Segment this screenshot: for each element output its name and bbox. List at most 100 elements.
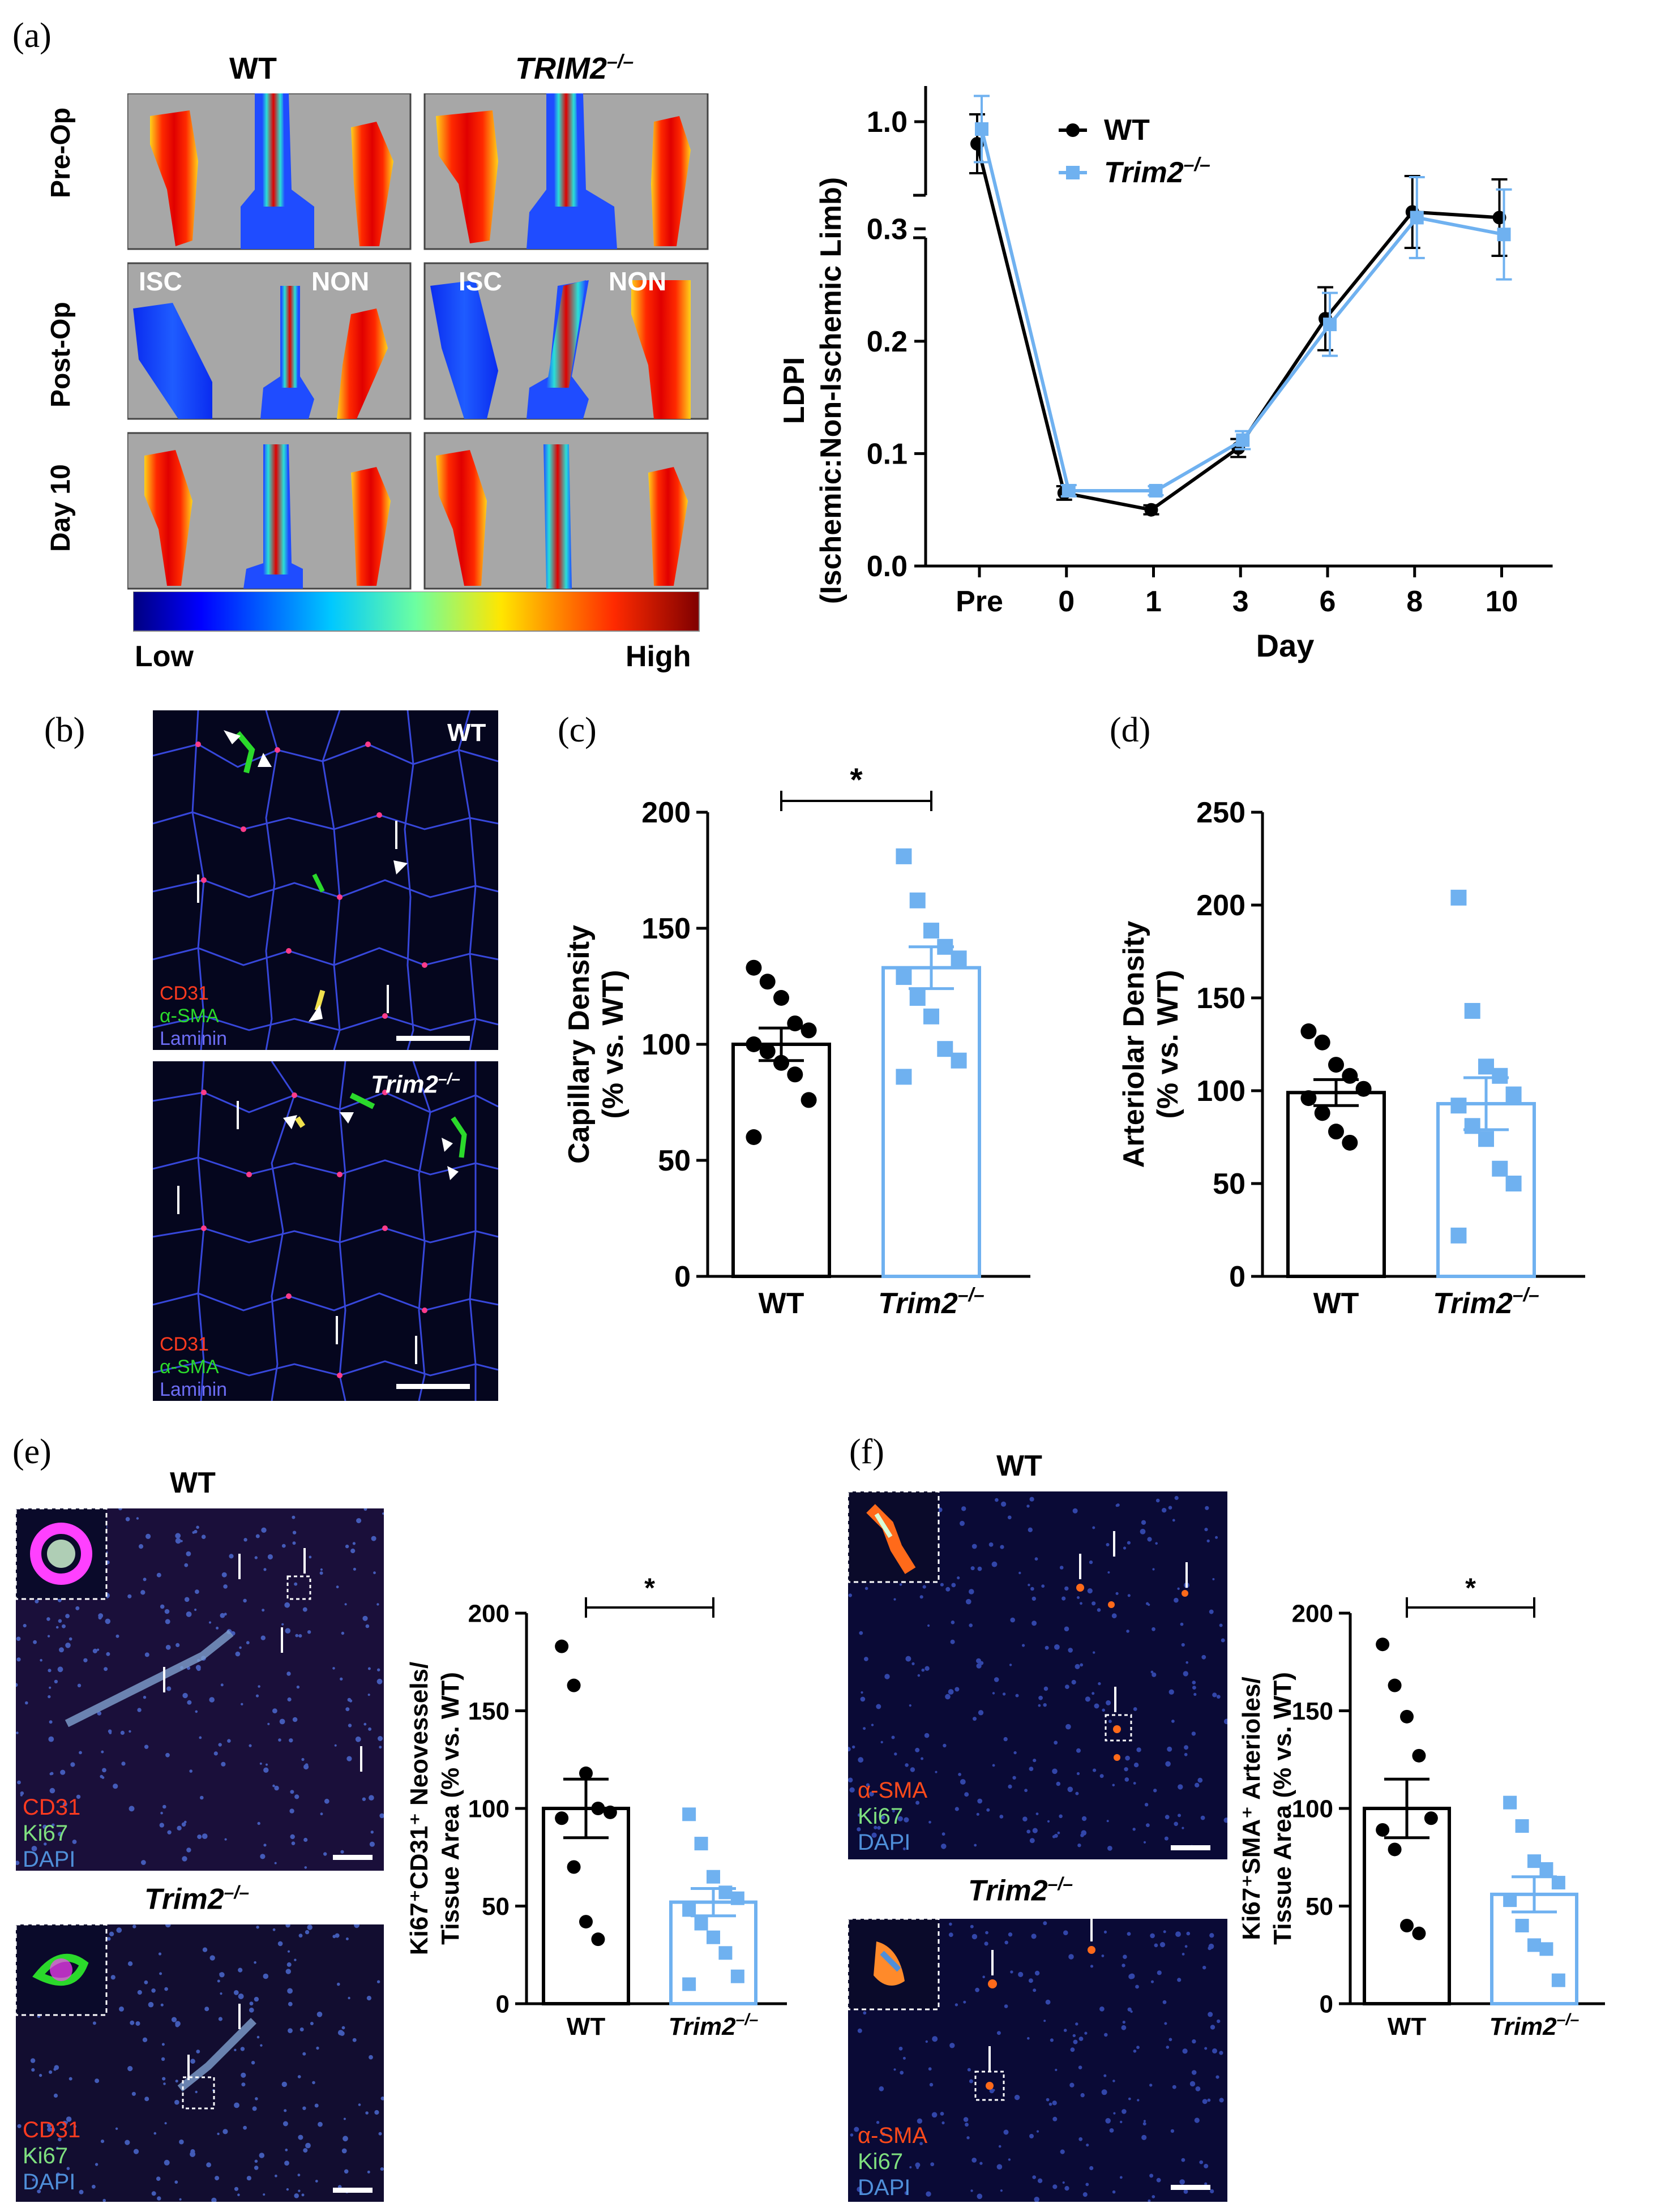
- nucleus-dot: [1032, 1828, 1038, 1833]
- nucleus-dot: [970, 1566, 975, 1571]
- micro-e-ko-sup: –/–: [224, 1882, 250, 1902]
- data-point-wt: [1400, 1709, 1414, 1724]
- nucleus-dot: [1199, 2160, 1204, 2164]
- nucleus-dot: [1094, 1703, 1099, 1709]
- nucleus-dot: [145, 1533, 151, 1539]
- nucleus-dot: [977, 1566, 982, 1571]
- nucleus-dot: [159, 1823, 164, 1828]
- nucleus-dot: [165, 1752, 170, 1757]
- nucleus-dot: [963, 2117, 969, 2122]
- nucleus-dot: [1031, 1596, 1036, 1601]
- nucleus-dot: [879, 2086, 884, 2091]
- nucleus-dot: [292, 1531, 297, 1534]
- nucleus-dot: [1162, 1508, 1167, 1513]
- nucleus-dot: [1184, 1745, 1189, 1750]
- nucleus-dot: [274, 1785, 279, 1791]
- nucleus-dot: [1092, 1526, 1095, 1529]
- ylabel-line2: Tissue Area (% vs. WT): [1269, 1672, 1296, 1945]
- data-point-ko: [1450, 1227, 1467, 1244]
- nucleus-dot: [994, 1677, 999, 1682]
- nucleus-dot: [964, 1792, 969, 1797]
- ylabel-line1: Ki67⁺CD31⁺ Neovessels/: [405, 1662, 433, 1956]
- micro-f-wt-title: WT: [996, 1450, 1042, 1482]
- data-point-ko: [1503, 1795, 1517, 1810]
- data-point-wt: [591, 1932, 605, 1947]
- nucleus-dot: [1146, 1823, 1150, 1827]
- data-point-wt: [1388, 1678, 1402, 1692]
- nucleus-dot: [1124, 1777, 1129, 1782]
- nucleus-dot: [113, 1784, 118, 1789]
- nucleus-dot: [1008, 1784, 1012, 1789]
- nucleus-dot: [1063, 2029, 1067, 2032]
- nucleus-dot: [197, 1834, 202, 1840]
- nucleus-dot: [76, 1794, 81, 1799]
- nucleus-dot: [362, 1797, 366, 1801]
- nucleus-dot: [1002, 1692, 1006, 1696]
- nucleus-dot: [848, 1747, 851, 1752]
- nucleus-dot: [142, 2037, 148, 2042]
- nucleus-dot: [1122, 1964, 1125, 1967]
- nucleus-dot: [1007, 1515, 1012, 1520]
- nucleus-dot: [1001, 1501, 1007, 1507]
- nucleus-dot: [1046, 2098, 1050, 2102]
- nucleus-dot: [1067, 1786, 1073, 1793]
- nucleus-dot: [187, 1700, 192, 1705]
- ldpi-legend: WT Trim2–/–: [1059, 114, 1210, 189]
- nucleus-dot: [984, 1941, 988, 1946]
- nucleus-dot: [66, 2167, 70, 2170]
- data-point-wt: [1400, 1919, 1414, 1932]
- nucleus-dot: [1217, 2019, 1221, 2024]
- nucleus-dot: [355, 1736, 361, 1742]
- nucleus-dot: [290, 1834, 295, 1840]
- nucleus-dot: [1028, 1978, 1033, 1983]
- nucleus-dot: [110, 1975, 115, 1980]
- nucleus-dot: [95, 2163, 99, 2166]
- nucleus-dot: [961, 1506, 966, 1511]
- nucleus-dot: [335, 1933, 340, 1938]
- nucleus-dot: [1030, 1587, 1034, 1591]
- nucleus-dot: [284, 2109, 287, 2112]
- nucleus-dot: [164, 1987, 168, 1991]
- data-point-wt: [1376, 1637, 1390, 1652]
- nucleus-dot: [1106, 1700, 1111, 1705]
- nucleus-dot: [932, 2036, 938, 2042]
- data-point-wt: [759, 974, 776, 990]
- xtick-label-wt: WT: [1313, 1287, 1359, 1320]
- nucleus-dot: [208, 1621, 212, 1624]
- ytick-label: 0: [1229, 1261, 1245, 1293]
- nucleus-dot: [1108, 1720, 1112, 1724]
- nucleus-dot: [296, 1685, 300, 1689]
- data-point-wt: [1300, 1023, 1317, 1040]
- nucleus-dot: [864, 1587, 868, 1591]
- nucleus-dot: [196, 1667, 201, 1671]
- nucleus-dot: [30, 2058, 36, 2063]
- data-point-wt: [801, 1092, 817, 1108]
- nucleus-dot: [319, 1571, 323, 1575]
- micrograph-f-ko-svg: [848, 1919, 1224, 2202]
- nucleus-dot: [1149, 2084, 1153, 2087]
- xtick-label-ko-text: Trim2: [669, 2013, 737, 2040]
- nucleus-dot: [965, 2123, 969, 2127]
- data-point-wt: [1412, 1748, 1426, 1763]
- nucleus-dot: [967, 2068, 971, 2072]
- nucleus-dot: [955, 2003, 958, 2007]
- nucleus-dot: [1052, 2100, 1057, 2106]
- ldpi-point-ko: [1236, 433, 1250, 447]
- nucleus-dot: [1014, 2094, 1020, 2100]
- nucleus-dot: [1133, 1763, 1139, 1768]
- data-point-ko: [718, 1946, 733, 1960]
- nucleus-dot: [373, 1571, 376, 1575]
- nucleus-dot: [62, 1802, 67, 1807]
- nucleus-dot: [1099, 1774, 1104, 1778]
- nucleus-dot: [1090, 1965, 1094, 1968]
- legend-e-ki67-ko: Ki67: [23, 2144, 69, 2168]
- data-point-wt: [1355, 1081, 1372, 1097]
- nucleus-dot: [241, 2082, 246, 2087]
- nucleus-dot: [1043, 2020, 1046, 2022]
- nucleus-dot: [1204, 2182, 1208, 2185]
- nucleus-dot: [254, 1961, 256, 1964]
- data-point-ko: [1505, 1086, 1522, 1103]
- nucleus-dot: [16, 1657, 21, 1662]
- nucleus-dot: [1163, 1930, 1166, 1934]
- legend-f-ki67-ko: Ki67: [858, 2149, 904, 2174]
